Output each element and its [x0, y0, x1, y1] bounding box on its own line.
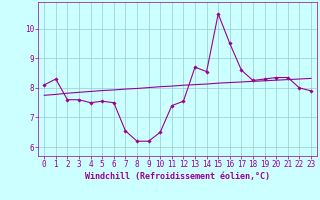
X-axis label: Windchill (Refroidissement éolien,°C): Windchill (Refroidissement éolien,°C) — [85, 172, 270, 181]
